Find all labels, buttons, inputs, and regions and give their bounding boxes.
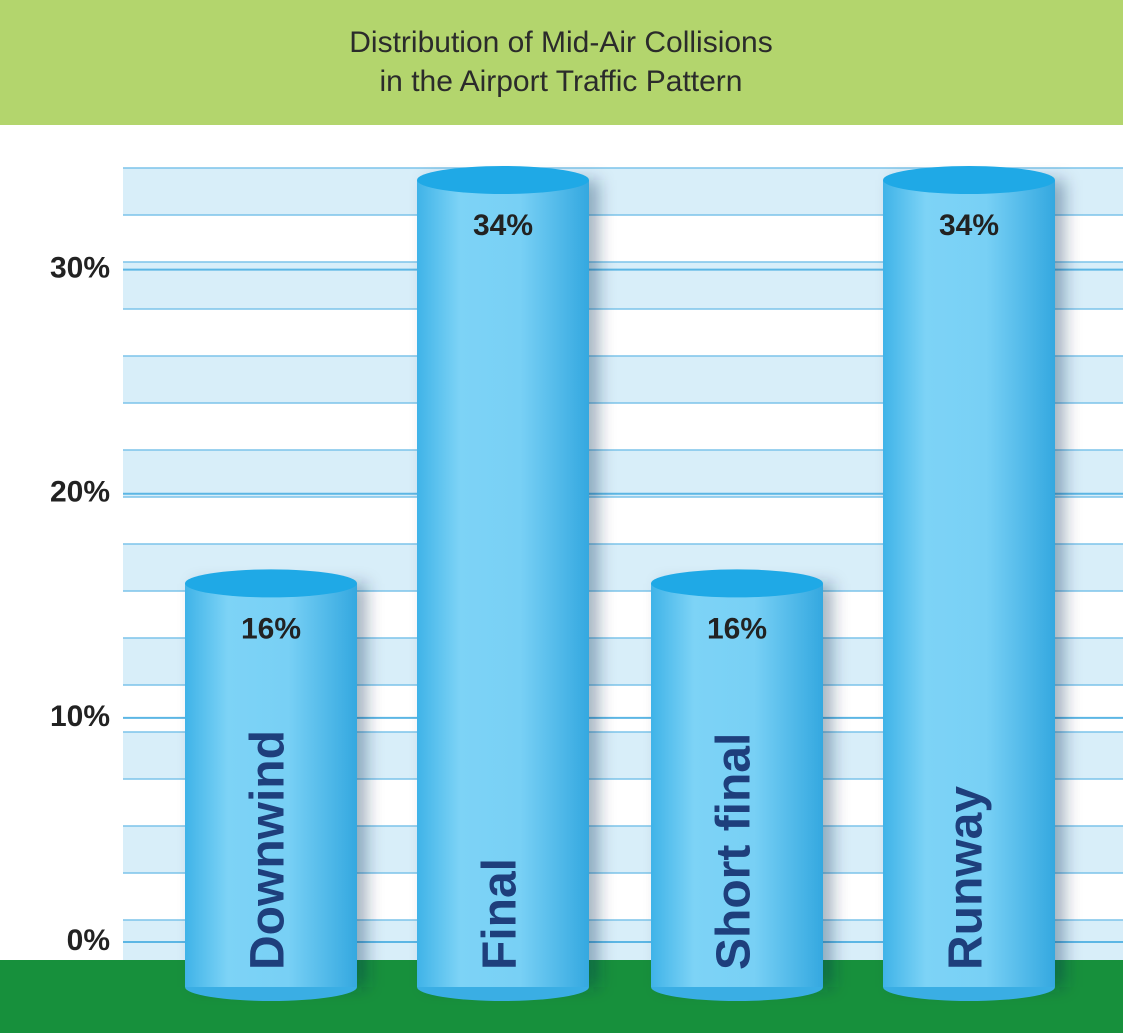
value-label: 16%: [707, 612, 767, 645]
y-tick-label: 0%: [67, 924, 110, 957]
bar-top: [185, 569, 357, 598]
category-label: Short final: [708, 733, 761, 970]
chart-subtitle: in the Airport Traffic Pattern: [380, 65, 743, 98]
bar: [651, 583, 823, 987]
chart-title: Distribution of Mid-Air Collisions: [349, 26, 772, 59]
bar-top: [651, 569, 823, 598]
category-label: Downwind: [242, 730, 295, 970]
bar-top: [417, 166, 589, 194]
bar: [417, 180, 589, 987]
y-tick-label: 10%: [50, 700, 110, 733]
category-label: Runway: [940, 786, 993, 970]
bar-top: [883, 166, 1055, 194]
bar: [883, 180, 1055, 987]
category-label: Final: [474, 858, 527, 970]
title-band: [0, 0, 1123, 125]
bar: [185, 583, 357, 987]
y-tick-label: 20%: [50, 476, 110, 509]
value-label: 34%: [939, 209, 999, 242]
y-tick-label: 30%: [50, 252, 110, 285]
value-label: 34%: [473, 209, 533, 242]
value-label: 16%: [241, 612, 301, 645]
